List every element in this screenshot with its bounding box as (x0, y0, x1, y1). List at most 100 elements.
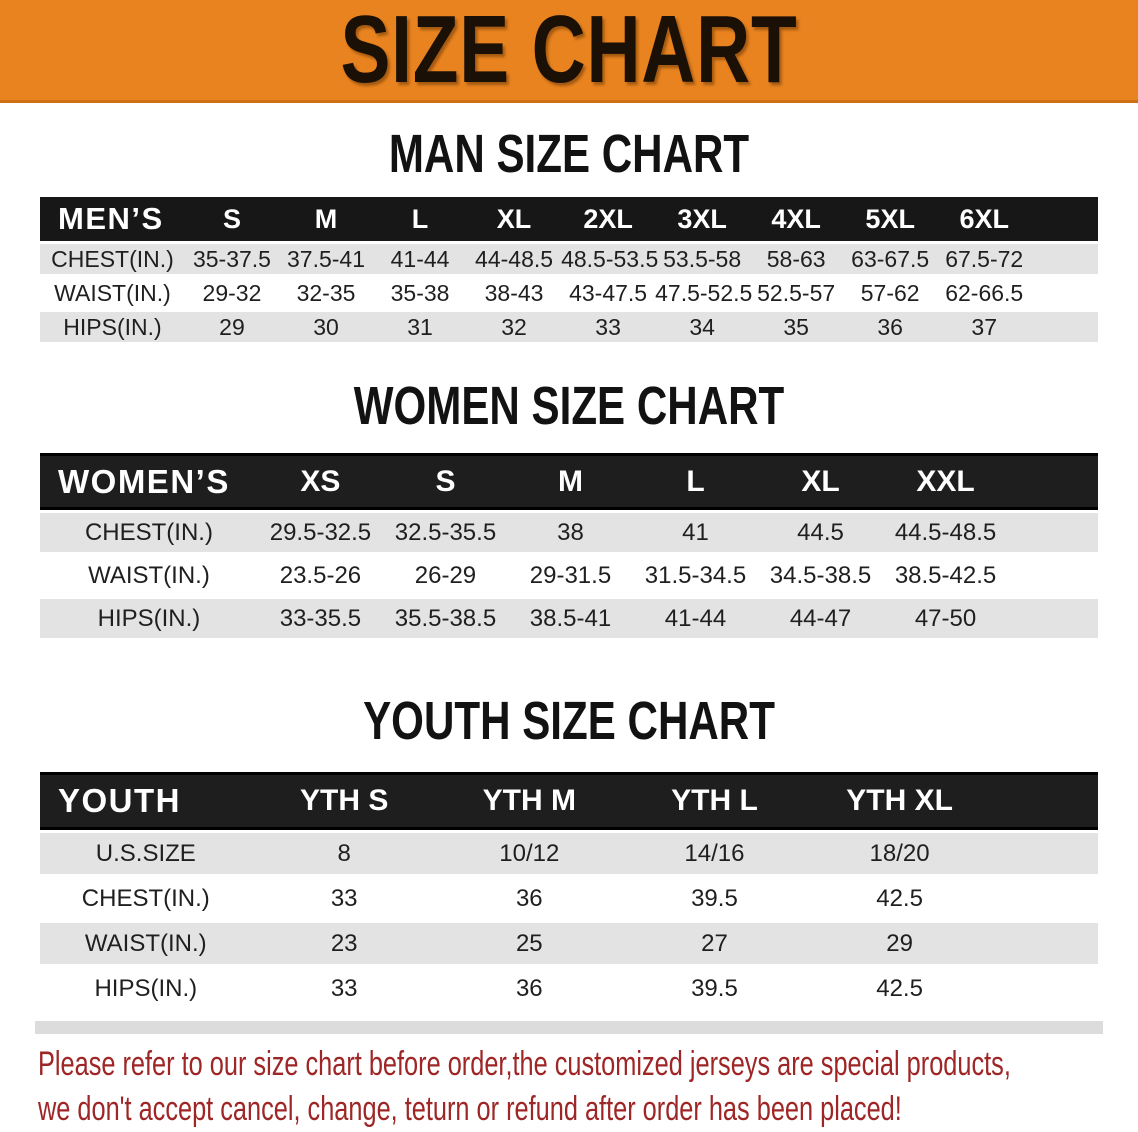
youth-category-header: YOUTH (40, 772, 252, 833)
size-value-cell: 43-47.5 (561, 276, 656, 312)
sections-container: MAN SIZE CHART MEN’S S M L XL 2XL 3XL 4XL 5XL 6XL C… (0, 124, 1138, 1034)
size-value-cell: 23 (251, 921, 437, 968)
size-value-cell: 57-62 (843, 276, 938, 312)
women-size-col-l: L (632, 453, 758, 513)
size-value-cell: 26-29 (382, 554, 508, 599)
size-value-cell: 36 (436, 876, 622, 923)
row-label: HIPS(IN.) (40, 966, 252, 1013)
size-value-cell: 44-48.5 (467, 242, 562, 278)
youth-row-u-s-size: U.S.SIZE 8 10/12 14/16 18/20 (40, 831, 1098, 878)
youth-row-waist-in-: WAIST(IN.) 23 25 27 29 (40, 921, 1098, 968)
men-header-row: MEN’S S M L XL 2XL 3XL 4XL 5XL 6XL (40, 197, 1098, 244)
size-value-cell: 33 (251, 876, 437, 923)
size-value-cell: 34 (655, 310, 750, 346)
size-value-cell: 35-38 (373, 276, 468, 312)
row-spacer (1031, 310, 1098, 346)
size-value-cell: 33 (251, 966, 437, 1013)
size-value-cell: 44.5-48.5 (883, 511, 1009, 556)
section-heading-text: WOMEN SIZE CHART (353, 376, 785, 436)
row-spacer (992, 876, 1098, 923)
women-size-col-s: S (382, 453, 508, 513)
size-value-cell: 44.5 (758, 511, 884, 556)
section-heading-youth: YOUTH SIZE CHART (0, 691, 1138, 751)
section-men: MAN SIZE CHART MEN’S S M L XL 2XL 3XL 4XL 5XL 6XL C… (0, 124, 1138, 346)
row-spacer (1008, 554, 1098, 599)
men-row-hips-in-: HIPS(IN.) 29 30 31 32 33 34 35 36 37 (40, 310, 1098, 346)
size-value-cell: 39.5 (621, 876, 808, 923)
size-value-cell: 42.5 (807, 876, 993, 923)
size-value-cell: 31.5-34.5 (632, 554, 758, 599)
row-label: CHEST(IN.) (40, 242, 185, 278)
size-value-cell: 35-37.5 (184, 242, 279, 278)
size-value-cell: 38-43 (467, 276, 562, 312)
size-value-cell: 27 (621, 921, 808, 968)
size-value-cell: 48.5-53.5 (561, 242, 658, 278)
women-row-chest-in-: CHEST(IN.) 29.5-32.5 32.5-35.5 38 41 44.5 44.5… (40, 511, 1098, 556)
disclaimer-line-2: we don't accept cancel, change, teturn o… (38, 1090, 902, 1128)
size-value-cell: 29-31.5 (507, 554, 633, 599)
youth-size-col-yth-s: YTH S (251, 772, 437, 833)
youth-size-col-yth-m: YTH M (436, 772, 622, 833)
size-value-cell: 25 (436, 921, 622, 968)
youth-size-col-yth-l: YTH L (621, 772, 808, 833)
row-spacer (1008, 511, 1098, 556)
youth-size-table: YOUTH YTH S YTH M YTH L YTH XL U.S.SIZE 8 10/12… (40, 772, 1098, 1013)
row-spacer (992, 966, 1098, 1013)
women-size-table: WOMEN’S XS S M L XL XXL CHEST(IN.) 29.5-32.5 32.5… (40, 453, 1098, 642)
size-value-cell: 42.5 (807, 966, 993, 1013)
size-value-cell: 63-67.5 (843, 242, 938, 278)
youth-size-col-yth-xl: YTH XL (807, 772, 993, 833)
men-size-col-5xl: 5XL (843, 197, 938, 244)
size-value-cell: 32 (467, 310, 562, 346)
section-heading-text: MAN SIZE CHART (388, 124, 750, 184)
size-value-cell: 44-47 (758, 597, 884, 642)
size-value-cell: 52.5-57 (749, 276, 844, 312)
size-value-cell: 14/16 (621, 831, 808, 878)
row-label: WAIST(IN.) (40, 921, 252, 968)
row-spacer (992, 921, 1098, 968)
size-value-cell: 41-44 (632, 597, 758, 642)
section-heading-text: YOUTH SIZE CHART (363, 691, 775, 751)
section-heading-men: MAN SIZE CHART (0, 124, 1138, 184)
size-value-cell: 37 (937, 310, 1032, 346)
size-value-cell: 58-63 (749, 242, 844, 278)
row-label: CHEST(IN.) (40, 511, 258, 556)
size-value-cell: 37.5-41 (278, 242, 374, 278)
men-row-chest-in-: CHEST(IN.) 35-37.5 37.5-41 41-44 44-48.5 48.5… (40, 242, 1098, 278)
section-youth: YOUTH SIZE CHART YOUTH YTH S YTH M YTH L YTH … (0, 691, 1138, 1034)
row-label: HIPS(IN.) (40, 597, 258, 642)
men-size-col-3xl: 3XL (655, 197, 750, 244)
size-value-cell: 29 (184, 310, 279, 346)
size-value-cell: 41 (632, 511, 758, 556)
size-value-cell: 36 (843, 310, 938, 346)
men-header-spacer (1031, 197, 1098, 244)
men-size-col-m: M (278, 197, 374, 244)
disclaimer-line-1: Please refer to our size chart before or… (38, 1045, 1011, 1083)
size-value-cell: 41-44 (373, 242, 468, 278)
youth-table-bottom-strip (35, 1021, 1103, 1034)
men-row-waist-in-: WAIST(IN.) 29-32 32-35 35-38 38-43 43-47.5 47.… (40, 276, 1098, 312)
women-size-col-xs: XS (257, 453, 383, 513)
size-value-cell: 31 (373, 310, 468, 346)
size-value-cell: 35.5-38.5 (382, 597, 508, 642)
row-label: WAIST(IN.) (40, 276, 185, 312)
size-value-cell: 32.5-35.5 (382, 511, 508, 556)
youth-header-spacer (992, 772, 1098, 833)
men-size-col-2xl: 2XL (561, 197, 656, 244)
women-category-header: WOMEN’S (40, 453, 258, 513)
size-value-cell: 39.5 (621, 966, 808, 1013)
size-value-cell: 36 (436, 966, 622, 1013)
size-value-cell: 53.5-58 (655, 242, 750, 278)
size-value-cell: 47-50 (883, 597, 1009, 642)
youth-row-chest-in-: CHEST(IN.) 33 36 39.5 42.5 (40, 876, 1098, 923)
women-size-col-m: M (507, 453, 633, 513)
row-spacer (1031, 276, 1098, 312)
size-value-cell: 38.5-42.5 (883, 554, 1009, 599)
women-row-hips-in-: HIPS(IN.) 33-35.5 35.5-38.5 38.5-41 41-44 44-… (40, 597, 1098, 642)
row-spacer (1031, 242, 1098, 278)
section-women: WOMEN SIZE CHART WOMEN’S XS S M L XL XXL CHEST(I… (0, 376, 1138, 642)
size-value-cell: 29.5-32.5 (257, 511, 383, 556)
size-value-cell: 33 (561, 310, 656, 346)
men-size-col-4xl: 4XL (749, 197, 844, 244)
